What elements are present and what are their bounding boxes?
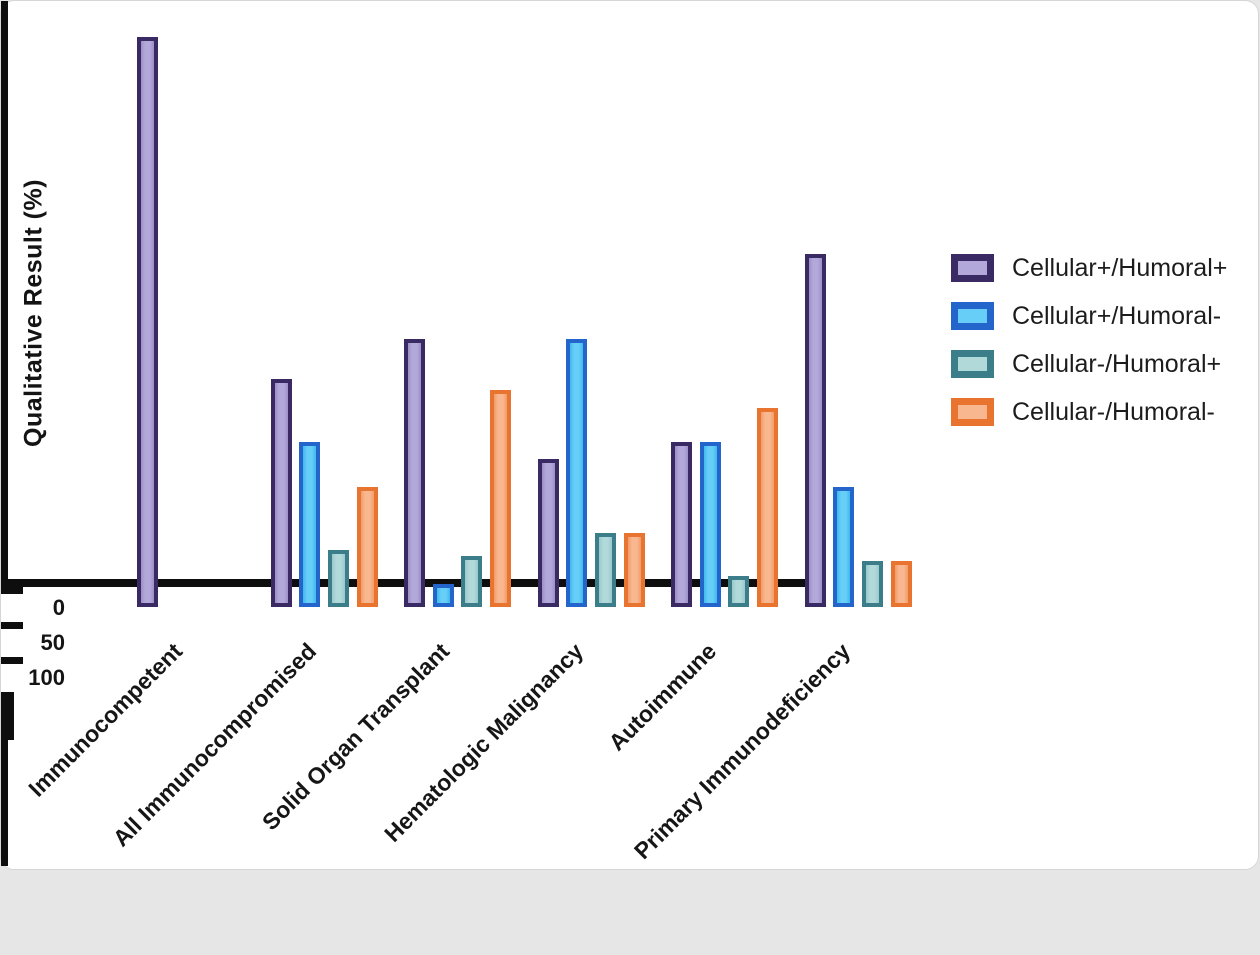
x-tick xyxy=(1,845,8,866)
x-tick xyxy=(1,740,8,761)
x-axis-label: Primary Immunodeficiency xyxy=(628,637,855,865)
bar-1-4 xyxy=(537,458,559,607)
y-minor-tick xyxy=(1,704,14,710)
bar-1-2 xyxy=(270,379,292,607)
bar-1-5 xyxy=(671,441,692,607)
x-tick xyxy=(1,761,8,782)
legend-item: Cellular+/Humoral+ xyxy=(951,254,1227,282)
bar-3-5 xyxy=(728,575,749,607)
bar-1-6 xyxy=(804,253,826,607)
y-major-tick xyxy=(1,587,23,594)
y-minor-tick xyxy=(1,734,14,740)
legend-swatch-icon xyxy=(951,398,994,426)
legend-item: Cellular-/Humoral- xyxy=(951,398,1227,426)
y-minor-tick xyxy=(1,710,14,716)
legend-label: Cellular-/Humoral- xyxy=(1012,397,1215,426)
y-minor-tick xyxy=(1,692,14,698)
bar-3-6 xyxy=(861,561,883,607)
legend-label: Cellular+/Humoral- xyxy=(1012,301,1222,330)
y-axis-line xyxy=(1,1,8,579)
bar-2-6 xyxy=(833,487,854,607)
legend-label: Cellular+/Humoral+ xyxy=(1012,253,1228,282)
y-tick-label: 50 xyxy=(40,630,65,655)
bar-2-3 xyxy=(432,584,454,607)
bar-1-1 xyxy=(137,37,158,607)
y-major-tick xyxy=(1,622,23,629)
y-axis-title: Qualitative Result (%) xyxy=(19,179,48,447)
y-minor-tick xyxy=(1,728,14,734)
bar-4-3 xyxy=(490,390,511,607)
bar-4-5 xyxy=(757,407,778,607)
bar-3-4 xyxy=(594,532,616,607)
y-minor-tick xyxy=(1,716,14,722)
bar-chart-plot-area: Qualitative Result (%) 0 50 100 Immunocompe… xyxy=(1,1,1258,869)
legend-label: Cellular-/Humoral+ xyxy=(1012,349,1222,378)
bar-3-3 xyxy=(461,555,482,607)
legend-swatch-icon xyxy=(951,254,994,282)
bar-2-2 xyxy=(299,441,320,607)
legend-item: Cellular+/Humoral- xyxy=(951,302,1227,330)
figure-card: Qualitative Result (%) 0 50 100 Immunocompe… xyxy=(0,0,1259,870)
bar-4-4 xyxy=(623,532,645,607)
chart-legend: Cellular+/Humoral+ Cellular+/Humoral- Cell… xyxy=(951,254,1227,446)
legend-swatch-icon xyxy=(951,302,994,330)
bar-3-2 xyxy=(327,550,349,607)
y-major-tick xyxy=(1,657,23,664)
bar-1-3 xyxy=(404,339,425,607)
bar-4-2 xyxy=(356,487,378,607)
x-tick xyxy=(1,803,8,824)
y-tick-label: 100 xyxy=(28,665,65,690)
bar-2-4 xyxy=(566,339,587,607)
legend-item: Cellular-/Humoral+ xyxy=(951,350,1227,378)
y-minor-tick xyxy=(1,698,14,704)
bar-2-5 xyxy=(699,441,721,607)
x-tick xyxy=(1,824,8,845)
y-minor-tick xyxy=(1,722,14,728)
bar-4-6 xyxy=(890,561,912,607)
legend-swatch-icon xyxy=(951,350,994,378)
y-tick-label: 0 xyxy=(52,595,65,620)
x-tick xyxy=(1,782,8,803)
